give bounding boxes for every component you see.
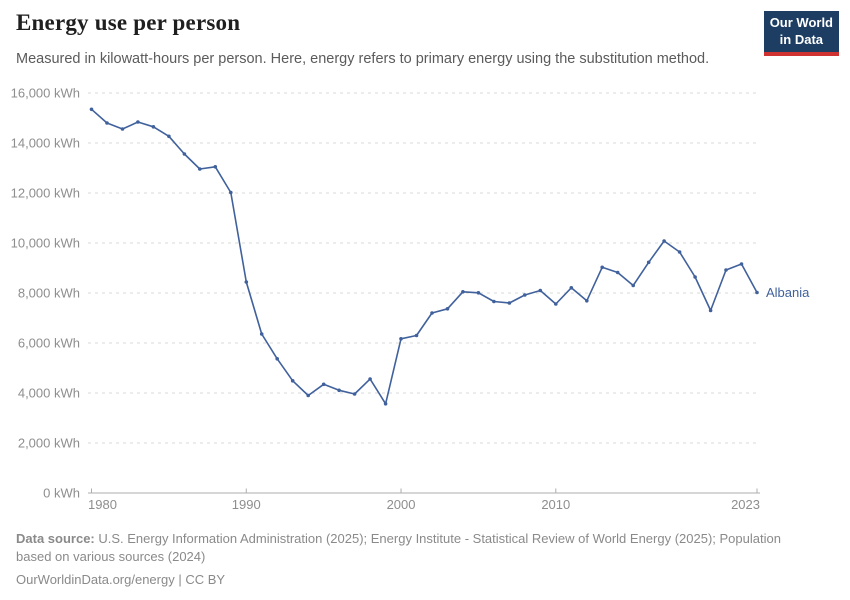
data-point-2021[interactable] <box>724 268 728 272</box>
y-tick-label: 6,000 kWh <box>18 336 80 351</box>
x-tick-label: 2010 <box>541 497 570 512</box>
data-point-2002[interactable] <box>430 311 434 315</box>
license-line[interactable]: OurWorldinData.org/energy | CC BY <box>16 572 226 588</box>
owid-logo[interactable]: Our World in Data <box>763 11 839 56</box>
y-tick-label: 2,000 kWh <box>18 436 80 451</box>
y-tick-label: 16,000 kWh <box>11 86 80 101</box>
data-point-1981[interactable] <box>105 121 109 125</box>
data-point-2013[interactable] <box>600 265 604 270</box>
chart-subtitle: Measured in kilowatt-hours per person. H… <box>16 51 710 67</box>
data-point-2015[interactable] <box>631 283 635 288</box>
y-tick-label: 8,000 kWh <box>18 286 80 301</box>
chart-footer: Data source: U.S. Energy Information Adm… <box>16 530 818 590</box>
y-tick-label: 10,000 kWh <box>11 236 80 251</box>
data-point-1999[interactable] <box>383 402 388 406</box>
data-point-2014[interactable] <box>615 270 620 275</box>
data-point-2012[interactable] <box>585 299 589 303</box>
data-point-2023[interactable] <box>755 290 759 295</box>
x-tick-label: 2023 <box>731 497 760 512</box>
data-point-1993[interactable] <box>290 379 295 383</box>
data-point-2003[interactable] <box>445 307 450 311</box>
data-point-1987[interactable] <box>198 167 202 171</box>
data-point-2018[interactable] <box>677 250 682 254</box>
data-point-2016[interactable] <box>646 260 651 265</box>
data-point-1990[interactable] <box>244 280 249 284</box>
data-point-2009[interactable] <box>538 288 543 293</box>
page-title: Energy use per person <box>16 10 241 35</box>
x-tick-label: 2000 <box>387 497 416 512</box>
data-point-2000[interactable] <box>399 337 403 341</box>
data-point-2008[interactable] <box>523 293 527 297</box>
data-point-1984[interactable] <box>151 125 156 129</box>
data-point-1994[interactable] <box>306 393 311 398</box>
data-point-1985[interactable] <box>167 134 171 139</box>
y-tick-label: 0 kWh <box>43 486 80 501</box>
series-line-albania <box>90 108 758 405</box>
y-tick-label: 14,000 kWh <box>11 136 80 151</box>
owid-logo-line2: in Data <box>779 31 824 47</box>
data-point-1998[interactable] <box>368 377 372 381</box>
data-source-label: Data source: <box>16 531 95 546</box>
x-tick-label: 1990 <box>232 497 261 512</box>
data-point-2001[interactable] <box>414 333 419 338</box>
data-point-1988[interactable] <box>213 165 218 169</box>
data-point-2020[interactable] <box>708 308 713 313</box>
data-point-2019[interactable] <box>693 275 697 279</box>
data-point-1996[interactable] <box>337 388 341 393</box>
data-point-1992[interactable] <box>275 357 280 361</box>
data-point-1989[interactable] <box>229 190 233 195</box>
x-tick-label: 1980 <box>88 497 117 512</box>
y-tick-label: 4,000 kWh <box>18 386 80 401</box>
data-point-2011[interactable] <box>569 286 574 290</box>
data-source-note: Data source: U.S. Energy Information Adm… <box>16 530 818 566</box>
data-point-1997[interactable] <box>352 392 357 396</box>
data-point-1986[interactable] <box>182 152 187 156</box>
data-point-1983[interactable] <box>136 120 140 124</box>
owid-logo-line1: Our World <box>769 15 833 30</box>
data-point-2004[interactable] <box>461 290 465 294</box>
data-point-1982[interactable] <box>120 127 125 131</box>
data-point-2005[interactable] <box>476 291 481 295</box>
data-point-1980[interactable] <box>89 107 94 112</box>
data-point-1995[interactable] <box>321 382 326 387</box>
data-point-1991[interactable] <box>259 332 264 336</box>
y-tick-label: 12,000 kWh <box>11 186 80 201</box>
data-source-text: U.S. Energy Information Administration (… <box>16 531 781 565</box>
data-point-2022[interactable] <box>739 262 744 266</box>
series-end-label: Albania <box>766 285 810 300</box>
data-point-2017[interactable] <box>662 239 666 243</box>
data-point-2007[interactable] <box>507 301 512 305</box>
data-point-2006[interactable] <box>492 299 496 304</box>
data-point-2010[interactable] <box>554 302 558 306</box>
